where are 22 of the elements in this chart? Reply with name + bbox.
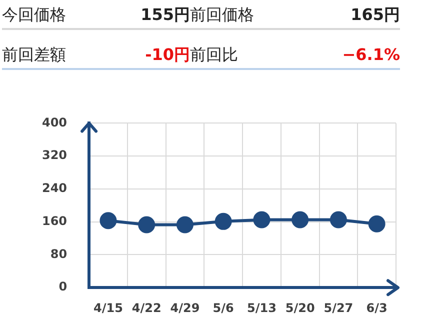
y-tick-label: 320 xyxy=(42,148,68,162)
text: 前回価格 xyxy=(190,0,302,30)
x-tick-label: 6/3 xyxy=(366,300,388,315)
y-tick-label: 160 xyxy=(42,214,68,228)
y-tick-label: 400 xyxy=(42,115,68,130)
y-tick-label: 240 xyxy=(42,181,68,196)
y-tick-label: 80 xyxy=(50,246,68,261)
text: 今回価格 xyxy=(2,0,102,30)
x-tick-label: 5/13 xyxy=(246,300,276,315)
text: −6.1% xyxy=(302,40,400,70)
text: -10円 xyxy=(102,40,190,70)
x-tick-label: 4/15 xyxy=(94,300,123,315)
x-tick-label: 4/22 xyxy=(132,300,162,315)
text: 165円 xyxy=(302,0,400,30)
x-tick-label: 4/29 xyxy=(170,300,200,315)
y-tick-label: 0 xyxy=(58,280,68,294)
text: 155円 xyxy=(102,0,190,30)
x-tick-label: 5/6 xyxy=(212,300,234,315)
text: 前回差額 xyxy=(2,40,102,70)
x-tick-label: 5/27 xyxy=(324,300,354,315)
x-tick-label: 5/20 xyxy=(285,300,315,315)
text: 前回比 xyxy=(190,40,302,70)
